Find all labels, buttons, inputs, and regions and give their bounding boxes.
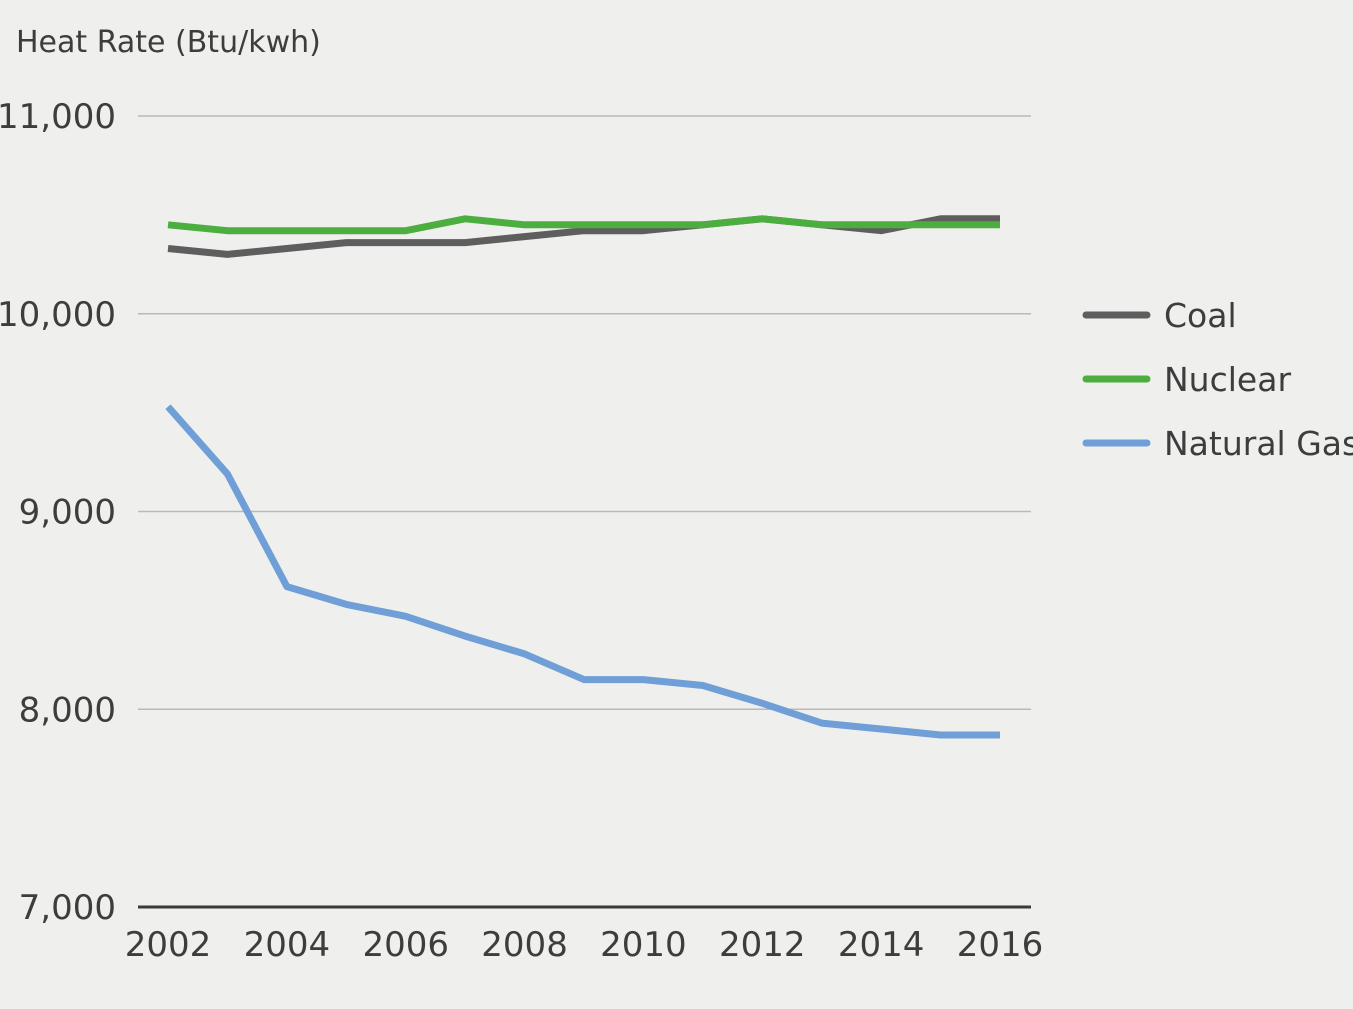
legend-label: Coal [1164,296,1237,335]
y-tick-label: 7,000 [19,888,116,928]
x-tick-label: 2006 [362,925,449,965]
legend-label: Nuclear [1164,360,1291,399]
x-tick-label: 2016 [957,925,1044,965]
series-line-natural-gas [165,404,1000,739]
y-tick-label: 8,000 [19,690,116,730]
legend: Coal Nuclear Natural Gas [1082,296,1353,463]
x-tick-label: 2014 [838,925,925,965]
x-tick-label: 2004 [244,925,331,965]
x-tick-label: 2012 [719,925,806,965]
y-tick-label: 10,000 [0,295,116,335]
x-tick-label: 2002 [125,925,212,965]
legend-item-natural-gas: Natural Gas [1082,424,1353,463]
legend-item-coal: Coal [1082,296,1237,335]
gridlines [138,115,1031,909]
y-axis-ticks: 11,000 10,000 9,000 8,000 7,000 [0,97,116,928]
y-tick-label: 11,000 [0,97,116,137]
y-axis-title: Heat Rate (Btu/kwh) [16,25,321,60]
series-line-coal [167,215,1000,258]
series-line-nuclear [167,215,1000,235]
y-tick-label: 9,000 [19,493,116,533]
x-tick-label: 2010 [600,925,687,965]
x-tick-label: 2008 [481,925,568,965]
series-lines [165,215,1000,739]
legend-item-nuclear: Nuclear [1082,360,1291,399]
legend-label: Natural Gas [1164,424,1353,463]
x-axis-ticks: 2002 2004 2006 2008 2010 2012 2014 2016 [125,925,1044,965]
